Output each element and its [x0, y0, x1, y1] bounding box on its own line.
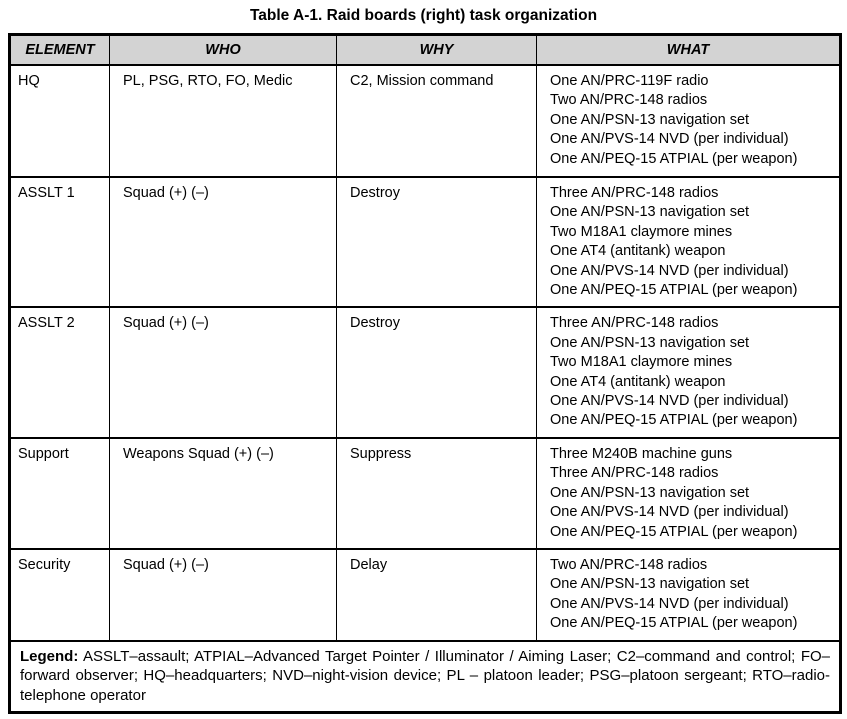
element-cell: HQ	[9, 64, 110, 178]
element-cell: ASSLT 1	[9, 175, 110, 308]
who-cell: Weapons Squad (+) (–)	[109, 436, 337, 550]
why-cell: Destroy	[336, 175, 537, 308]
column-header-element: ELEMENT	[9, 34, 110, 66]
element-cell: ASSLT 2	[9, 306, 110, 439]
table-row-hq: HQ PL, PSG, RTO, FO, Medic C2, Mission c…	[9, 64, 841, 178]
what-cell: Two AN/PRC-148 radios One AN/PSN-13 navi…	[536, 547, 841, 642]
who-cell: Squad (+) (–)	[109, 175, 337, 308]
why-cell: Suppress	[336, 436, 537, 550]
element-cell: Security	[9, 547, 110, 642]
table-row-support: Support Weapons Squad (+) (–) Suppress T…	[9, 436, 841, 550]
why-cell: Delay	[336, 547, 537, 642]
why-cell: Destroy	[336, 306, 537, 439]
legend-cell: Legend: ASSLT–assault; ATPIAL–Advanced T…	[9, 639, 841, 714]
what-cell: One AN/PRC-119F radio Two AN/PRC-148 rad…	[536, 64, 841, 178]
legend-label: Legend:	[20, 647, 79, 665]
column-header-what: WHAT	[536, 34, 841, 66]
task-organization-table: ELEMENT WHO WHY WHAT HQ PL, PSG, RTO, FO…	[8, 33, 842, 715]
column-header-why: WHY	[336, 34, 537, 66]
who-cell: Squad (+) (–)	[109, 547, 337, 642]
header-row: ELEMENT WHO WHY WHAT	[9, 34, 841, 66]
why-cell: C2, Mission command	[336, 64, 537, 178]
what-cell: Three AN/PRC-148 radios One AN/PSN-13 na…	[536, 306, 841, 439]
what-cell: Three M240B machine guns Three AN/PRC-14…	[536, 436, 841, 550]
element-cell: Support	[9, 436, 110, 550]
column-header-who: WHO	[109, 34, 337, 66]
who-cell: PL, PSG, RTO, FO, Medic	[109, 64, 337, 178]
what-cell: Three AN/PRC-148 radios One AN/PSN-13 na…	[536, 175, 841, 308]
legend-text: ASSLT–assault; ATPIAL–Advanced Target Po…	[20, 647, 830, 704]
who-cell: Squad (+) (–)	[109, 306, 337, 439]
table-title: Table A-1. Raid boards (right) task orga…	[249, 7, 598, 24]
legend-row: Legend: ASSLT–assault; ATPIAL–Advanced T…	[9, 639, 841, 714]
table-row-asslt-2: ASSLT 2 Squad (+) (–) Destroy Three AN/P…	[9, 306, 841, 439]
table-row-asslt-1: ASSLT 1 Squad (+) (–) Destroy Three AN/P…	[9, 175, 841, 308]
table-row-security: Security Squad (+) (–) Delay Two AN/PRC-…	[9, 547, 841, 642]
